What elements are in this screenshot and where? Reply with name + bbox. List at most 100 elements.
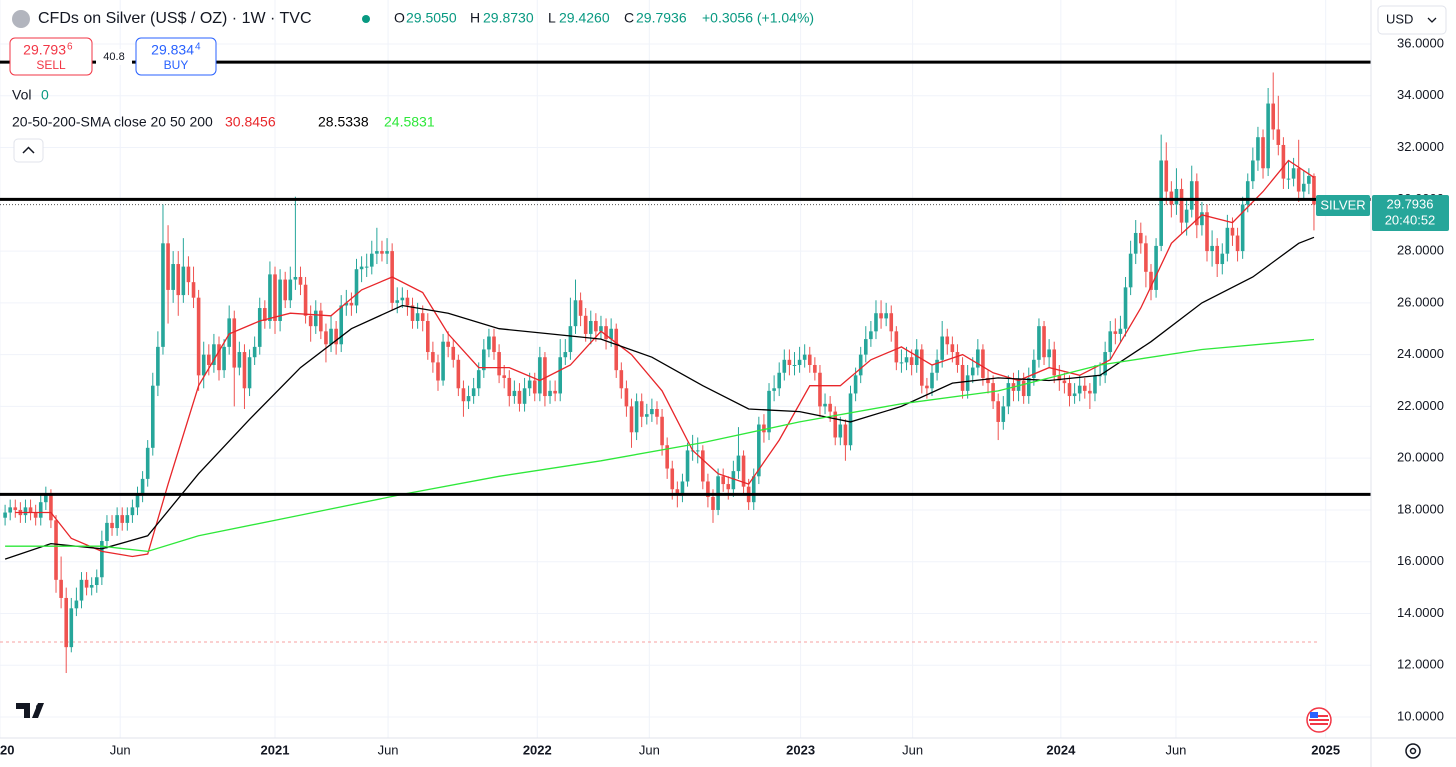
candle-body xyxy=(1245,181,1250,205)
y-tick-label: 28.0000 xyxy=(1397,243,1444,258)
candle-body xyxy=(665,445,669,469)
candle-body xyxy=(701,450,705,482)
candle-body xyxy=(965,375,970,391)
candle-body xyxy=(813,364,817,373)
candle-body xyxy=(644,414,649,417)
candle-body xyxy=(385,251,389,254)
candle-body xyxy=(1006,383,1011,407)
candle-body xyxy=(1225,227,1230,254)
candle-body xyxy=(1052,349,1057,376)
candle-body xyxy=(751,476,756,503)
candle-body xyxy=(1164,160,1169,192)
candle-body xyxy=(940,336,944,360)
sma-value: 30.8456 xyxy=(225,114,276,130)
candle-body xyxy=(1062,380,1067,384)
candle-body xyxy=(1159,160,1163,246)
candle-body xyxy=(1108,331,1113,353)
candle-body xyxy=(1093,375,1097,394)
currency-dropdown[interactable] xyxy=(1377,5,1447,35)
symbol-tag xyxy=(1316,195,1370,216)
candle-body xyxy=(558,357,563,394)
flag-icon xyxy=(1306,707,1332,733)
y-tick-label: 16.0000 xyxy=(1397,553,1444,568)
candle-body xyxy=(1240,204,1245,252)
candle-body xyxy=(1139,232,1143,244)
y-tick-label: 10.0000 xyxy=(1397,708,1444,723)
ohlc-label: L xyxy=(548,10,556,26)
candle-body xyxy=(150,385,155,448)
candle-body xyxy=(914,349,919,365)
candle-body xyxy=(599,326,603,332)
candle-body xyxy=(1021,380,1026,397)
candle-body xyxy=(762,424,766,433)
candle-body xyxy=(502,375,506,378)
candle-body xyxy=(1037,326,1041,360)
candle-body xyxy=(1296,168,1301,192)
candle-body xyxy=(161,243,165,347)
candle-body xyxy=(227,318,231,347)
candle-body xyxy=(1047,349,1051,358)
candle-body xyxy=(970,367,975,376)
candle-body xyxy=(660,416,664,446)
x-tick-label: Jun xyxy=(902,742,923,757)
collapse-button[interactable] xyxy=(13,138,44,163)
candle-body xyxy=(400,297,405,301)
candle-body xyxy=(711,497,715,510)
sell-button[interactable] xyxy=(9,37,93,76)
ohlc-label: C xyxy=(624,10,634,26)
candle-body xyxy=(410,305,415,321)
candle-body xyxy=(441,341,445,381)
candle-body xyxy=(156,346,160,386)
candle-body xyxy=(196,297,201,376)
candle-body xyxy=(273,274,277,321)
x-tick-label: 2022 xyxy=(523,742,552,757)
candle-body xyxy=(706,481,710,498)
candle-body xyxy=(456,359,461,389)
candle-body xyxy=(858,354,863,376)
candle-body xyxy=(797,359,802,365)
candle-body xyxy=(838,424,843,438)
candle-body xyxy=(487,336,491,350)
candle-body xyxy=(1144,243,1148,272)
candle-body xyxy=(1128,253,1133,288)
candle-body xyxy=(920,349,924,386)
y-tick-label: 18.0000 xyxy=(1397,501,1444,516)
candle-body xyxy=(135,494,140,508)
candle-body xyxy=(802,354,807,360)
candle-body xyxy=(268,274,272,321)
candle-body xyxy=(777,372,782,389)
ohlc-value: 29.5050 xyxy=(406,10,457,26)
candle-body xyxy=(94,577,99,586)
candle-body xyxy=(670,468,675,490)
candle-body xyxy=(639,401,644,417)
candle-body xyxy=(247,357,252,389)
candle-body xyxy=(324,331,328,345)
candle-body xyxy=(629,406,634,433)
candle-body xyxy=(369,253,374,267)
settings-icon[interactable] xyxy=(1405,743,1421,759)
candle-body xyxy=(1312,176,1316,205)
candle-body xyxy=(497,352,501,376)
symbol-tag-text: SILVER xyxy=(1320,197,1365,212)
candle-body xyxy=(1118,328,1123,334)
candle-body xyxy=(517,390,522,404)
x-tick-label: Jun xyxy=(378,742,399,757)
candle-body xyxy=(33,512,38,518)
x-tick-label: 2024 xyxy=(1046,742,1076,757)
candle-body xyxy=(420,313,425,321)
ohlc-label: H xyxy=(470,10,480,26)
candle-body xyxy=(782,359,787,373)
ohlc-value: 29.7936 xyxy=(636,10,687,26)
candle-body xyxy=(950,344,955,353)
candle-body xyxy=(726,484,731,490)
candle-body xyxy=(380,251,384,254)
dropdown-icon xyxy=(1427,17,1437,23)
symbol-title: CFDs on Silver (US$ / OZ) · 1W · TVC xyxy=(38,10,312,27)
sma-value: 28.5338 xyxy=(318,114,369,130)
symbol-icon xyxy=(12,10,30,28)
buy-button[interactable] xyxy=(135,37,217,76)
candle-body xyxy=(293,276,298,280)
candle-body xyxy=(583,315,588,334)
candle-body xyxy=(976,349,980,368)
